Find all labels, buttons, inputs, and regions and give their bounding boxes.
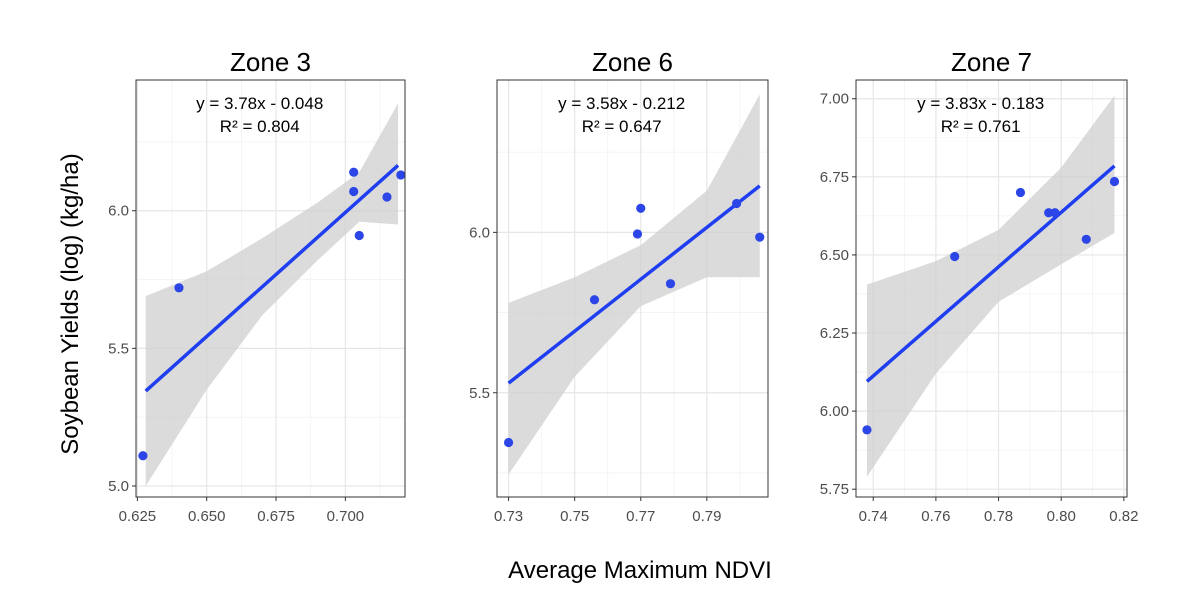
y-tick-label: 5.5 xyxy=(108,340,129,357)
r-squared-label: R² = 0.647 xyxy=(582,117,662,136)
data-point xyxy=(354,230,364,241)
regression-line xyxy=(507,184,761,385)
x-tick-label: 0.82 xyxy=(1109,508,1138,525)
data-point xyxy=(396,170,405,180)
y-axis-label: Soybean Yields (log) (kg/ha) xyxy=(57,153,84,455)
confidence-band xyxy=(145,103,399,486)
x-tick-label: 0.700 xyxy=(327,508,365,525)
y-tick-label: 6.50 xyxy=(820,247,849,264)
x-tick-label: 0.650 xyxy=(188,508,226,525)
data-point xyxy=(950,251,960,262)
y-tick-label: 6.25 xyxy=(820,325,849,342)
x-tick-label: 0.80 xyxy=(1047,508,1076,525)
panel-border xyxy=(496,79,769,498)
chart-title: Zone 7 xyxy=(951,47,1032,77)
chart-title: Zone 6 xyxy=(592,47,673,77)
data-point xyxy=(732,198,742,209)
regression-line xyxy=(865,164,1116,383)
y-tick-label: 5.5 xyxy=(469,385,490,402)
y-tick-label: 5.0 xyxy=(108,478,129,495)
data-point xyxy=(636,203,646,213)
data-point xyxy=(349,186,359,197)
y-tick-label: 6.00 xyxy=(820,403,849,420)
data-point xyxy=(174,283,184,293)
x-tick-label: 0.74 xyxy=(859,508,888,525)
data-point xyxy=(665,279,676,289)
y-tick-label: 5.75 xyxy=(820,481,849,498)
panel-border xyxy=(855,79,1128,498)
x-tick-label: 0.75 xyxy=(560,508,589,525)
data-point xyxy=(755,232,765,242)
regression-equation: y = 3.83x - 0.183 xyxy=(917,94,1044,113)
data-point xyxy=(1109,176,1120,187)
data-point xyxy=(382,192,392,202)
x-axis-label: Average Maximum NDVI xyxy=(508,557,772,584)
data-point xyxy=(862,425,872,435)
data-point xyxy=(1081,234,1091,244)
data-point xyxy=(1015,187,1026,198)
regression-line xyxy=(144,164,400,393)
data-point xyxy=(589,295,600,305)
panel-zone-3: 0.74 0.76 0.78 0.80 0.82 5.75 6.00 6.25 6.50 6.75… xyxy=(820,47,1139,525)
r-squared-label: R² = 0.761 xyxy=(941,117,1021,136)
x-tick-label: 0.78 xyxy=(984,508,1013,525)
x-tick-label: 0.625 xyxy=(119,508,157,525)
regression-equation: y = 3.78x - 0.048 xyxy=(196,94,323,113)
plot-area xyxy=(856,80,1127,497)
plot-area xyxy=(136,80,405,497)
data-point xyxy=(1050,208,1060,218)
x-tick-label: 0.76 xyxy=(921,508,950,525)
chart-title: Zone 3 xyxy=(230,47,311,77)
y-tick-label: 6.0 xyxy=(108,203,129,220)
data-point xyxy=(503,437,514,448)
confidence-band xyxy=(866,95,1115,477)
regression-equation: y = 3.58x - 0.212 xyxy=(558,94,685,113)
x-tick-label: 0.79 xyxy=(692,508,721,525)
r-squared-label: R² = 0.804 xyxy=(220,117,300,136)
x-tick-label: 0.77 xyxy=(626,508,655,525)
data-point xyxy=(349,167,359,177)
panel-zone-2: 0.73 0.75 0.77 0.79 5.5 6.0 Zone 6 y = 3.58x - … xyxy=(469,47,769,525)
data-point xyxy=(632,229,643,239)
panel-zone-1: 0.625 0.650 0.675 0.700 5.0 5.5 6.0 Zone 3 y = 3… xyxy=(108,47,406,525)
x-tick-label: 0.675 xyxy=(257,508,295,525)
y-tick-label: 6.75 xyxy=(820,169,849,186)
panel-border xyxy=(135,79,406,498)
x-tick-label: 0.73 xyxy=(494,508,523,525)
chart-panels: 0.625 0.650 0.675 0.700 5.0 5.5 6.0 Zone 3 y = 3… xyxy=(108,47,1139,525)
y-tick-label: 6.0 xyxy=(469,224,490,241)
y-tick-label: 7.00 xyxy=(820,91,849,108)
data-point xyxy=(138,451,148,461)
plot-area xyxy=(497,80,768,497)
